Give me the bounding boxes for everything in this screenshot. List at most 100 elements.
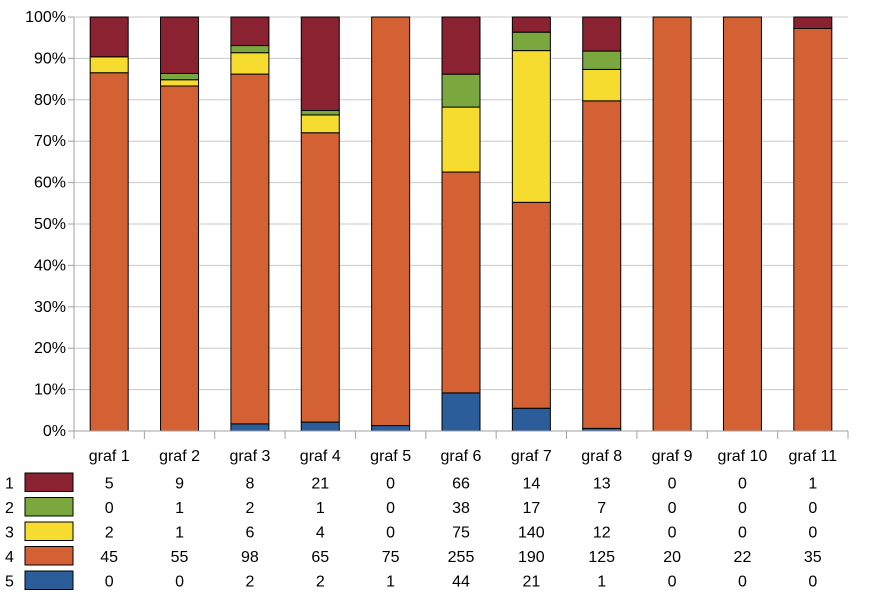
table-cell-value: 17 <box>522 500 540 517</box>
table-cell-value: 0 <box>738 573 747 590</box>
table-cell-value: 2 <box>105 524 114 541</box>
bar-segment-series-1 <box>230 16 270 47</box>
bar-segment-series-5 <box>371 425 411 432</box>
table-cell-value: 45 <box>100 549 118 566</box>
bar-segment-series-3 <box>300 114 340 134</box>
bar-segment-series-1 <box>793 16 833 29</box>
bar-segment-series-2 <box>160 72 200 81</box>
bar-segment-series-5 <box>300 421 340 432</box>
table-cell-value: 1 <box>386 573 395 590</box>
table-cell-value: 0 <box>386 500 395 517</box>
bar-segment-series-3 <box>441 106 481 173</box>
data-table: graf 1 graf 2 graf 3 graf 4 graf 5 graf 6 graf… <box>5 448 837 590</box>
legend-series-name: 4 <box>5 549 14 566</box>
table-cell-value: 35 <box>804 549 822 566</box>
table-cell-value: 0 <box>738 500 747 517</box>
y-tick-label: 0% <box>43 423 66 440</box>
table-cell-value: 1 <box>175 524 184 541</box>
bar-segment-series-1 <box>300 16 340 111</box>
category-label: graf 3 <box>229 448 270 465</box>
table-cell-value: 12 <box>593 524 611 541</box>
bar-segment-series-2 <box>582 50 622 70</box>
table-cell-value: 0 <box>808 573 817 590</box>
bar-segment-series-4 <box>230 73 270 425</box>
category-label: graf 1 <box>89 448 130 465</box>
legend-series-name: 1 <box>5 475 14 492</box>
bar-segment-series-3 <box>582 68 622 102</box>
bar-segment-series-3 <box>511 50 551 203</box>
table-cell-value: 22 <box>734 549 752 566</box>
table-cell-value: 1 <box>597 573 606 590</box>
y-tick-label: 90% <box>34 50 66 67</box>
table-cell-value: 0 <box>668 573 677 590</box>
table-cell-value: 2 <box>245 500 254 517</box>
bar-segment-series-4 <box>89 72 129 432</box>
bar-segment-series-4 <box>582 100 622 429</box>
table-cell-value: 125 <box>588 549 615 566</box>
table-cell-value: 7 <box>597 500 606 517</box>
y-axis-tick-labels: 0% 10% 20% 30% 40% 50% 60% 70% 80% 90% 100% <box>25 9 66 440</box>
bar-segment-series-1 <box>511 16 551 33</box>
table-cell-value: 0 <box>668 475 677 492</box>
y-tick-label: 100% <box>25 9 66 26</box>
bar-segment-series-1 <box>160 16 200 74</box>
bar-segment-series-4 <box>441 171 481 394</box>
table-cell-value: 9 <box>175 475 184 492</box>
y-tick-label: 70% <box>34 133 66 150</box>
table-cell-value: 1 <box>175 500 184 517</box>
table-cell-value: 66 <box>452 475 470 492</box>
table-cell-value: 13 <box>593 475 611 492</box>
table-cell-value: 21 <box>522 573 540 590</box>
legend-swatch-series-4 <box>24 546 74 566</box>
y-tick-label: 60% <box>34 175 66 192</box>
table-cell-value: 0 <box>175 573 184 590</box>
bar-segment-series-2 <box>441 73 481 108</box>
table-cell-value: 0 <box>808 524 817 541</box>
table-cell-value: 5 <box>105 475 114 492</box>
table-cell-value: 0 <box>668 500 677 517</box>
bar-segment-series-3 <box>89 56 129 74</box>
category-label: graf 10 <box>718 448 768 465</box>
table-cell-value: 0 <box>668 524 677 541</box>
table-cell-value: 1 <box>316 500 325 517</box>
table-cell-value: 65 <box>311 549 329 566</box>
category-label: graf 7 <box>511 448 552 465</box>
table-cell-value: 0 <box>105 500 114 517</box>
bar-segment-series-4 <box>722 16 762 432</box>
bar-segment-series-4 <box>652 16 692 432</box>
bar-segment-series-5 <box>511 407 551 432</box>
table-cell-value: 255 <box>448 549 475 566</box>
category-label: graf 9 <box>652 448 693 465</box>
bar-segment-series-4 <box>371 16 411 427</box>
legend-series-name: 5 <box>5 573 14 590</box>
y-tick-label: 50% <box>34 216 66 233</box>
table-cell-value: 20 <box>663 549 681 566</box>
table-cell-value: 1 <box>808 475 817 492</box>
bars <box>89 16 833 432</box>
table-cell-value: 4 <box>316 524 325 541</box>
legend-swatch-series-1 <box>24 472 74 492</box>
table-cell-value: 8 <box>245 475 254 492</box>
table-cell-value: 2 <box>316 573 325 590</box>
table-cell-value: 0 <box>105 573 114 590</box>
legend-series-name: 2 <box>5 500 14 517</box>
bar-segment-series-5 <box>230 423 270 432</box>
table-cell-value: 0 <box>738 475 747 492</box>
table-cell-value: 6 <box>245 524 254 541</box>
bar-segment-series-5 <box>441 392 481 432</box>
category-label: graf 11 <box>789 448 838 465</box>
category-label: graf 8 <box>581 448 622 465</box>
table-cell-value: 55 <box>171 549 189 566</box>
table-cell-value: 75 <box>452 524 470 541</box>
table-cell-value: 98 <box>241 549 259 566</box>
table-cell-value: 38 <box>452 500 470 517</box>
bar-segment-series-4 <box>300 132 340 423</box>
legend-swatch-series-5 <box>24 570 74 590</box>
axes <box>68 16 849 439</box>
y-tick-label: 20% <box>34 340 66 357</box>
bar-segment-series-2 <box>230 45 270 54</box>
bar-segment-series-4 <box>793 28 833 432</box>
table-cell-value: 75 <box>382 549 400 566</box>
table-cell-value: 21 <box>311 475 329 492</box>
legend-swatch-series-3 <box>24 521 74 541</box>
